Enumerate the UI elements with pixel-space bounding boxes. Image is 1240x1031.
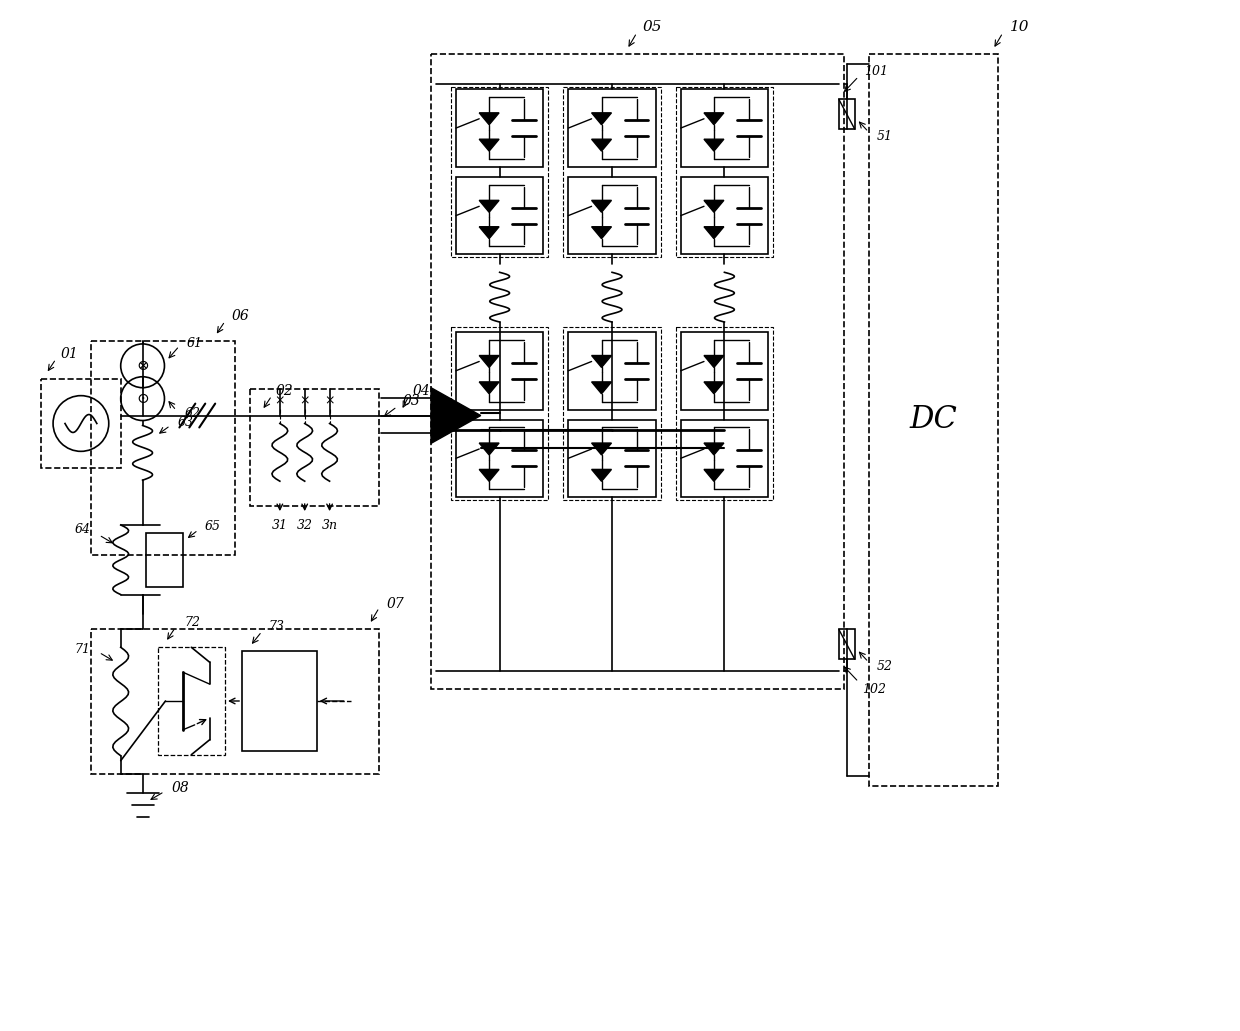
Text: 07: 07 [387,597,404,610]
Text: 05: 05 [642,20,662,34]
Bar [568,90,656,167]
Text: ⊗: ⊗ [136,359,149,373]
Bar [681,332,769,409]
Polygon shape [704,443,724,455]
Polygon shape [479,139,498,152]
Polygon shape [704,112,724,125]
Bar [250,389,379,506]
Text: 72: 72 [185,616,201,629]
Bar [451,88,548,258]
Polygon shape [591,139,611,152]
Polygon shape [704,139,724,152]
Text: 65: 65 [205,521,221,533]
Polygon shape [479,356,498,367]
Bar [568,332,656,409]
Text: 08: 08 [171,780,190,795]
Text: 06: 06 [231,309,249,323]
Bar [91,341,236,555]
Text: 101: 101 [864,65,889,78]
Polygon shape [704,381,724,394]
Bar [838,629,854,659]
Bar [242,652,316,751]
Bar [41,378,120,468]
Bar [869,55,998,786]
Polygon shape [591,227,611,238]
Polygon shape [479,200,498,212]
Text: 64: 64 [74,524,91,536]
Text: 61: 61 [186,337,202,351]
Polygon shape [591,443,611,455]
Text: 04: 04 [412,384,430,398]
Text: 73: 73 [269,620,285,633]
Text: 102: 102 [863,683,887,696]
Bar [568,420,656,497]
Bar [456,420,543,497]
Bar [432,55,843,689]
Bar [456,90,543,167]
Bar [451,327,548,500]
Bar [681,420,769,497]
Bar [563,88,661,258]
Text: 32: 32 [296,520,312,532]
Polygon shape [479,112,498,125]
Bar [676,327,774,500]
Text: 10: 10 [1011,20,1029,34]
Bar [456,177,543,255]
Text: 71: 71 [74,642,91,656]
Polygon shape [479,227,498,238]
Text: ×: × [325,394,335,407]
Polygon shape [591,200,611,212]
Bar [563,327,661,500]
Text: ⊙: ⊙ [136,392,149,405]
Polygon shape [479,443,498,455]
Polygon shape [591,381,611,394]
Text: 63: 63 [177,415,193,429]
Polygon shape [704,200,724,212]
Polygon shape [591,356,611,367]
Polygon shape [704,356,724,367]
Text: 03: 03 [402,394,420,407]
Bar [456,332,543,409]
Polygon shape [591,112,611,125]
Bar [676,88,774,258]
Text: 52: 52 [877,660,893,672]
Bar [145,533,184,587]
Polygon shape [591,469,611,481]
Bar [681,90,769,167]
Text: ×: × [274,394,285,407]
Bar [91,629,379,773]
Polygon shape [479,381,498,394]
Text: 62: 62 [185,407,201,420]
Text: 01: 01 [60,346,78,361]
Bar [568,177,656,255]
Polygon shape [704,469,724,481]
Text: 51: 51 [877,130,893,142]
Bar [681,177,769,255]
Text: ×: × [299,394,310,407]
Text: 3n: 3n [321,520,337,532]
Text: 02: 02 [277,384,294,398]
Bar [157,647,226,755]
Polygon shape [479,469,498,481]
Polygon shape [704,227,724,238]
Text: DC: DC [909,404,957,435]
Polygon shape [432,388,481,443]
Bar [838,99,854,129]
Text: 31: 31 [272,520,288,532]
